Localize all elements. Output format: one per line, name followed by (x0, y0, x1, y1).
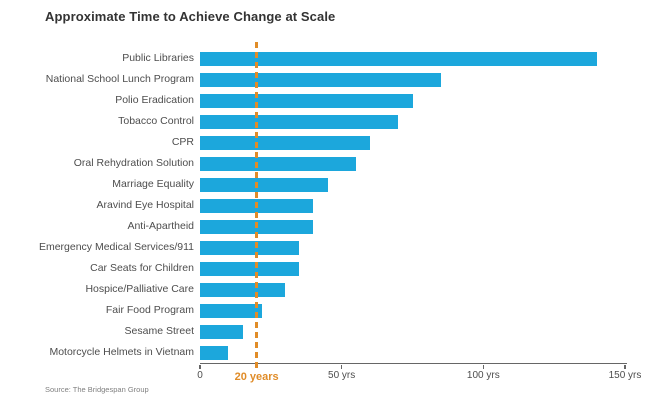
category-label: National School Lunch Program (45, 73, 194, 85)
category-label: Car Seats for Children (90, 262, 194, 274)
reference-line-label: 20 years (234, 371, 279, 383)
bar (200, 240, 299, 255)
x-axis-tick-label: 50 yrs (328, 370, 356, 381)
bar (200, 114, 398, 129)
source-note: Source: The Bridgespan Group (45, 385, 149, 394)
category-label: Anti-Apartheid (127, 220, 194, 232)
category-label: Tobacco Control (118, 115, 194, 127)
x-axis-tick-label: 100 yrs (466, 370, 500, 381)
category-label: Sesame Street (124, 325, 194, 337)
bar (200, 93, 413, 108)
bar (200, 282, 285, 297)
bar (200, 324, 243, 339)
bar (200, 135, 370, 150)
bar (200, 303, 262, 318)
x-axis-tick-label: 0 (197, 370, 203, 381)
chart-title: Approximate Time to Achieve Change at Sc… (45, 9, 336, 24)
bar (200, 156, 356, 171)
x-axis-tick-mark (482, 364, 485, 369)
x-axis-tick-mark (199, 364, 201, 369)
category-label: Marriage Equality (112, 178, 194, 190)
bar (200, 51, 597, 66)
category-label: Hospice/Palliative Care (85, 283, 194, 295)
bar (200, 345, 228, 360)
x-axis-tick-mark (624, 364, 626, 369)
bar (200, 261, 299, 276)
category-label: Emergency Medical Services/911 (38, 241, 194, 253)
x-axis-tick-label: 150 yrs (608, 370, 642, 381)
category-label: Polio Eradication (115, 94, 194, 106)
category-label: Oral Rehydration Solution (73, 157, 194, 169)
category-label: Fair Food Program (105, 304, 194, 316)
category-label: Public Libraries (122, 52, 194, 64)
x-axis-tick-mark (340, 364, 343, 369)
category-label: Motorcycle Helmets in Vietnam (49, 346, 194, 358)
bar (200, 177, 328, 192)
category-label: Aravind Eye Hospital (96, 199, 194, 211)
bar (200, 72, 441, 87)
category-label: CPR (171, 136, 194, 148)
x-axis-line (200, 363, 627, 364)
reference-line-20-years (255, 42, 259, 370)
